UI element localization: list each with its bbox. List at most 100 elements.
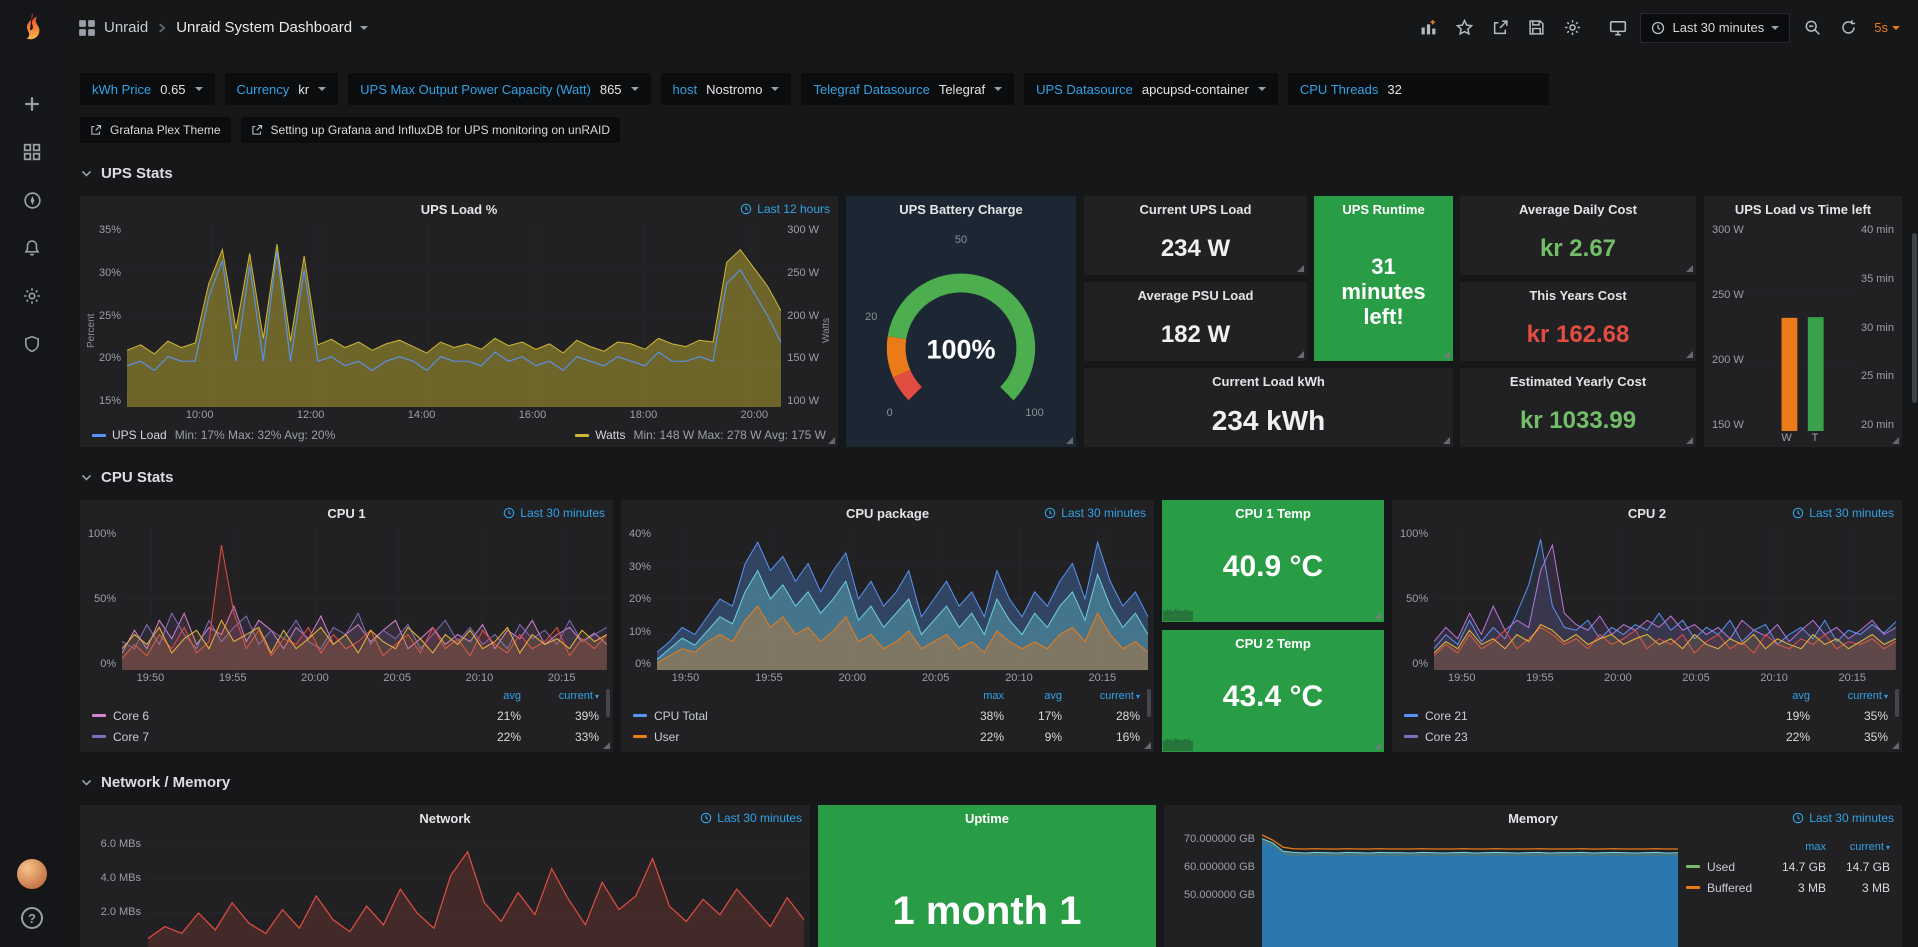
legend-scrollbar[interactable]	[606, 689, 610, 717]
variable-value-input[interactable]: 32	[1387, 82, 1537, 97]
legend-value: 39%	[521, 709, 599, 723]
share-dashboard-button[interactable]	[1486, 14, 1514, 42]
sidebar-admin-button[interactable]	[19, 331, 45, 357]
cpu-package-plot[interactable]	[657, 528, 1148, 670]
legend-scrollbar[interactable]	[1895, 689, 1899, 717]
legend-series-toggle[interactable]: UPS Load Min: 17% Max: 32% Avg: 20%	[92, 428, 335, 442]
panel-title[interactable]: Average PSU Load	[1084, 282, 1307, 308]
legend-series-toggle[interactable]: Buffered	[1686, 881, 1764, 895]
panel-title[interactable]: Uptime	[818, 805, 1156, 831]
variable-telegraf-datasource[interactable]: Telegraf Datasource Telegraf	[801, 73, 1014, 105]
x-tick: 19:55	[219, 672, 247, 686]
clock-icon	[503, 507, 515, 519]
memory-plot[interactable]	[1262, 833, 1678, 947]
network-plot[interactable]	[148, 833, 804, 947]
variable-kwh-price[interactable]: kWh Price 0.65	[80, 73, 215, 105]
series-color-dash	[1686, 886, 1700, 889]
legend-series-toggle[interactable]: User	[633, 730, 946, 744]
variable-host[interactable]: host Nostromo	[661, 73, 792, 105]
legend-row: Core 23 22% 35%	[1404, 726, 1888, 747]
legend-series-toggle[interactable]: Used	[1686, 860, 1764, 874]
panel-time-override-badge[interactable]: Last 30 minutes	[503, 500, 605, 526]
legend-scrollbar[interactable]	[1147, 689, 1151, 717]
panel-title[interactable]: Network	[419, 811, 470, 826]
panel-time-override-badge[interactable]: Last 30 minutes	[700, 805, 802, 831]
section-header-network-memory[interactable]: Network / Memory	[64, 752, 1918, 805]
x-tick: 20:00	[1604, 672, 1632, 686]
variable-cpu-threads[interactable]: CPU Threads 32	[1288, 73, 1550, 105]
panel-title[interactable]: Current Load kWh	[1084, 368, 1453, 394]
dashboard-title-caret-icon[interactable]	[360, 26, 368, 34]
sidebar-dashboards-button[interactable]	[19, 139, 45, 165]
panel-title[interactable]: CPU package	[846, 506, 929, 521]
breadcrumb-folder[interactable]: Unraid	[104, 19, 148, 36]
vertical-scrollbar-thumb[interactable]	[1912, 233, 1917, 403]
stat-value: 31 minutes left!	[1314, 222, 1453, 361]
legend-header-row[interactable]: maxcurrent	[1686, 837, 1890, 856]
template-variables-row: kWh Price 0.65 Currency kr UPS Max Outpu…	[64, 55, 1918, 105]
legend-header-row[interactable]: maxavgcurrent	[633, 686, 1140, 705]
legend-series-toggle[interactable]: Core 23	[1404, 730, 1746, 744]
time-range-picker[interactable]: Last 30 minutes	[1640, 13, 1790, 43]
panel-title[interactable]: CPU 1 Temp	[1162, 500, 1384, 526]
grafana-logo[interactable]	[16, 0, 48, 55]
panel-title[interactable]: This Years Cost	[1460, 282, 1696, 308]
mark-favorite-button[interactable]	[1450, 14, 1478, 42]
legend-series-toggle[interactable]: Core 21	[1404, 709, 1746, 723]
link-ups-monitoring-guide[interactable]: Setting up Grafana and InfluxDB for UPS …	[241, 117, 621, 143]
panel-title[interactable]: CPU 1	[327, 506, 365, 521]
grafana-app: ? Unraid Unraid System Dashboard	[0, 0, 1918, 947]
panel-time-override-badge[interactable]: Last 30 minutes	[1792, 500, 1894, 526]
section-header-cpu-stats[interactable]: CPU Stats	[64, 447, 1918, 500]
sidebar-create-button[interactable]	[19, 91, 45, 117]
panel-title[interactable]: Memory	[1508, 811, 1558, 826]
link-grafana-plex-theme[interactable]: Grafana Plex Theme	[80, 117, 231, 143]
panel-time-override-badge[interactable]: Last 12 hours	[740, 196, 830, 222]
user-avatar[interactable]	[17, 859, 47, 889]
ups-bar-plot[interactable]	[1750, 224, 1855, 431]
panel-title[interactable]: UPS Battery Charge	[899, 202, 1023, 217]
panel-title[interactable]: Current UPS Load	[1084, 196, 1307, 222]
panel-title[interactable]: UPS Runtime	[1314, 196, 1453, 222]
sidebar-configuration-button[interactable]	[19, 283, 45, 309]
panel-title[interactable]: UPS Load vs Time left	[1735, 202, 1871, 217]
ups-bar-chart-area: 300 W250 W200 W150 W W T 40 min35 min30 …	[1704, 222, 1902, 447]
save-dashboard-button[interactable]	[1522, 14, 1550, 42]
stat-value: 1 month 1	[818, 889, 1156, 934]
legend-value: 14.7 GB	[1764, 860, 1826, 874]
legend-series-toggle[interactable]: Core 7	[92, 730, 457, 744]
refresh-dashboard-button[interactable]	[1834, 14, 1862, 42]
ups-load-plot[interactable]	[127, 224, 781, 407]
sidebar-explore-button[interactable]	[19, 187, 45, 213]
legend-header-row[interactable]: avgcurrent	[92, 686, 599, 705]
clock-icon	[1044, 507, 1056, 519]
variable-ups-datasource[interactable]: UPS Datasource apcupsd-container	[1024, 73, 1278, 105]
legend-series-toggle[interactable]: Core 6	[92, 709, 457, 723]
dashboard-settings-button[interactable]	[1558, 14, 1586, 42]
panel-title[interactable]: Estimated Yearly Cost	[1460, 368, 1696, 394]
section-header-ups-stats[interactable]: UPS Stats	[64, 143, 1918, 196]
help-button[interactable]: ?	[21, 907, 43, 929]
legend-header-row[interactable]: avgcurrent	[1404, 686, 1888, 705]
refresh-interval-picker[interactable]: 5s	[1870, 20, 1904, 35]
network-chart-area: 6.0 MBs4.0 MBs2.0 MBs	[80, 831, 810, 947]
y-tick: 0%	[635, 658, 651, 670]
add-panel-button[interactable]	[1414, 14, 1442, 42]
legend-series-toggle[interactable]: Watts Min: 148 W Max: 278 W Avg: 175 W	[575, 428, 826, 442]
panel-time-override-badge[interactable]: Last 30 minutes	[1792, 805, 1894, 831]
variable-ups-max-output[interactable]: UPS Max Output Power Capacity (Watt) 865	[348, 73, 650, 105]
panel-title[interactable]: CPU 2 Temp	[1162, 630, 1384, 656]
legend-series-toggle[interactable]: CPU Total	[633, 709, 946, 723]
zoom-out-time-button[interactable]	[1798, 14, 1826, 42]
cycle-view-mode-button[interactable]	[1604, 14, 1632, 42]
section-title: Network / Memory	[101, 774, 230, 791]
panel-title[interactable]: CPU 2	[1628, 506, 1666, 521]
cpu2-plot[interactable]	[1434, 528, 1896, 670]
dashboard-title[interactable]: Unraid System Dashboard	[176, 19, 352, 36]
cpu1-plot[interactable]	[122, 528, 607, 670]
panel-time-override-badge[interactable]: Last 30 minutes	[1044, 500, 1146, 526]
sidebar-alerting-button[interactable]	[19, 235, 45, 261]
variable-currency[interactable]: Currency kr	[225, 73, 339, 105]
panel-title[interactable]: UPS Load %	[421, 202, 498, 217]
panel-title[interactable]: Average Daily Cost	[1460, 196, 1696, 222]
